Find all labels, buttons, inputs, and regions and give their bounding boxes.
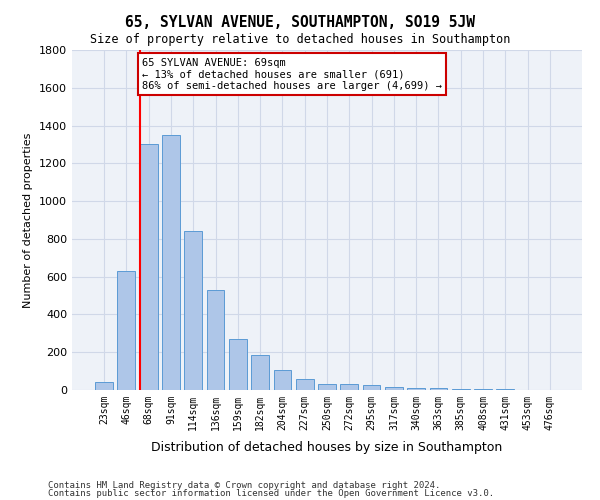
Text: Size of property relative to detached houses in Southampton: Size of property relative to detached ho… xyxy=(90,32,510,46)
Bar xyxy=(184,232,202,390)
Bar xyxy=(162,135,180,390)
Bar xyxy=(452,389,470,390)
X-axis label: Distribution of detached houses by size in Southampton: Distribution of detached houses by size … xyxy=(151,441,503,454)
Bar xyxy=(251,355,269,390)
Bar xyxy=(340,384,358,390)
Bar xyxy=(229,339,247,390)
Text: 65 SYLVAN AVENUE: 69sqm
← 13% of detached houses are smaller (691)
86% of semi-d: 65 SYLVAN AVENUE: 69sqm ← 13% of detache… xyxy=(142,58,442,91)
Bar xyxy=(430,388,448,390)
Bar xyxy=(407,388,425,390)
Y-axis label: Number of detached properties: Number of detached properties xyxy=(23,132,34,308)
Bar xyxy=(274,370,292,390)
Bar xyxy=(206,290,224,390)
Bar xyxy=(318,384,336,390)
Bar xyxy=(385,387,403,390)
Bar xyxy=(474,389,492,390)
Text: 65, SYLVAN AVENUE, SOUTHAMPTON, SO19 5JW: 65, SYLVAN AVENUE, SOUTHAMPTON, SO19 5JW xyxy=(125,15,475,30)
Bar xyxy=(362,386,380,390)
Bar xyxy=(118,271,136,390)
Text: Contains public sector information licensed under the Open Government Licence v3: Contains public sector information licen… xyxy=(48,488,494,498)
Bar xyxy=(140,144,158,390)
Text: Contains HM Land Registry data © Crown copyright and database right 2024.: Contains HM Land Registry data © Crown c… xyxy=(48,481,440,490)
Bar xyxy=(296,378,314,390)
Bar xyxy=(95,382,113,390)
